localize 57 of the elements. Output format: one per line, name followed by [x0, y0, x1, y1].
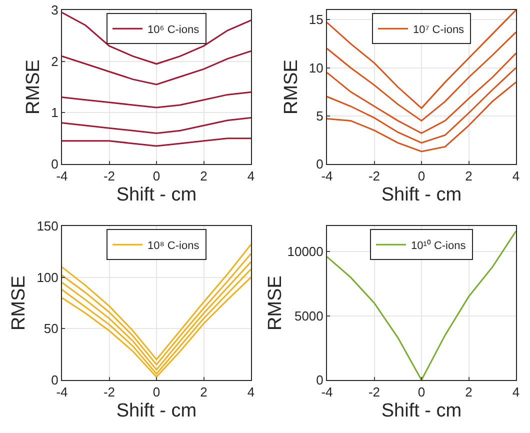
line-series — [62, 50, 251, 86]
y-tick-label: 10000 — [287, 244, 324, 260]
y-tick-label: 0 — [51, 372, 58, 388]
y-tick-label: 15 — [308, 12, 324, 28]
x-tick-label: 0 — [418, 384, 426, 400]
y-tick-label: 50 — [44, 321, 58, 336]
x-axis-title: Shift - cm — [381, 184, 462, 206]
line-series — [327, 230, 516, 380]
y-tick-label: 0 — [316, 372, 324, 388]
x-tick-label: 4 — [512, 384, 520, 400]
x-tick-label: -2 — [368, 168, 380, 184]
line-series — [327, 10, 516, 109]
x-tick-label: 0 — [152, 384, 160, 400]
line-series — [327, 52, 516, 134]
x-tick-label: 4 — [247, 168, 255, 184]
y-tick-label: 0 — [316, 156, 324, 172]
legend-label: 10⁶ C-ions — [148, 24, 200, 36]
y-tick-label: 150 — [36, 218, 58, 234]
x-tick-label: -2 — [103, 168, 116, 184]
x-tick-label: 4 — [512, 168, 520, 184]
x-tick-label: 2 — [465, 384, 472, 400]
x-tick-label: 4 — [247, 384, 255, 400]
y-tick-label: 10 — [308, 60, 324, 76]
line-series — [327, 67, 516, 144]
y-axis-title: RMSE — [265, 276, 286, 330]
x-tick-label: 0 — [418, 168, 426, 184]
legend-label: 10¹⁰ C-ions — [411, 238, 466, 252]
legend-label: 10⁷ C-ions — [413, 24, 465, 36]
y-axis-title: RMSE — [23, 60, 44, 114]
x-tick-label: -4 — [56, 168, 68, 184]
x-tick-label: 2 — [200, 168, 208, 184]
y-tick-label: 5000 — [294, 308, 324, 324]
x-tick-label: 0 — [152, 168, 160, 184]
line-series — [62, 138, 251, 147]
y-tick-label: 100 — [36, 270, 58, 285]
y-axis-title: RMSE — [280, 60, 302, 114]
line-series — [327, 81, 516, 152]
y-tick-label: 3 — [51, 2, 58, 18]
x-axis-title: Shift - cm — [381, 400, 462, 422]
x-tick-label: -2 — [103, 384, 116, 400]
line-series — [62, 12, 251, 65]
line-series — [62, 91, 251, 108]
x-tick-label: -4 — [321, 384, 333, 400]
line-series — [62, 117, 251, 134]
y-tick-label: 5 — [316, 108, 324, 124]
y-axis-title: RMSE — [8, 276, 30, 330]
y-tick-label: 2 — [51, 54, 58, 69]
x-tick-label: 2 — [200, 384, 208, 400]
x-axis-title: Shift - cm — [116, 184, 197, 206]
x-tick-label: 2 — [465, 168, 472, 184]
x-axis-title: Shift - cm — [116, 400, 197, 422]
x-tick-label: -4 — [321, 168, 333, 184]
x-tick-label: -4 — [56, 384, 68, 400]
x-tick-label: -2 — [368, 384, 380, 400]
legend-label: 10⁸ C-ions — [148, 240, 200, 252]
y-tick-label: 0 — [51, 156, 58, 172]
y-tick-label: 1 — [51, 105, 58, 120]
